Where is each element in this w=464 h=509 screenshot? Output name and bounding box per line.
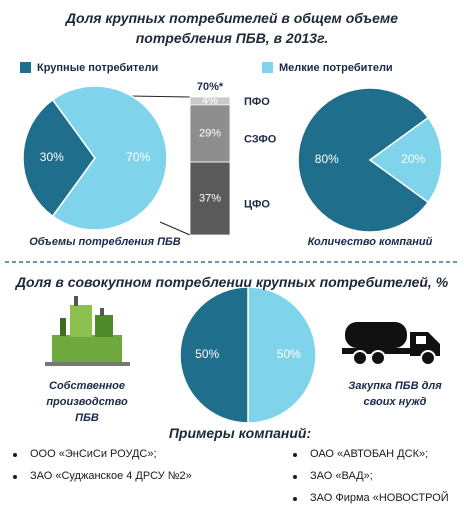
value-label: 20% <box>401 152 425 166</box>
company: ЗАО «ВАД»; <box>310 470 373 482</box>
value-label: 37% <box>199 192 221 204</box>
pie-caption: Количество компаний <box>308 236 433 248</box>
connector <box>160 222 190 235</box>
category-label: СЗФО <box>244 133 277 145</box>
examples-title: Примеры компаний: <box>169 425 311 441</box>
value-label: 80% <box>315 152 339 166</box>
value-label: 29% <box>199 127 221 139</box>
factory-icon <box>45 296 130 366</box>
company: ООО «ЭнСиСи РОУДС»; <box>30 448 157 460</box>
value-label: 50% <box>277 347 301 361</box>
legend-label: Крупные потребители <box>37 62 158 74</box>
category-label: ЦФО <box>244 198 270 210</box>
company: ОАО «АВТОБАН ДСК»; <box>310 448 428 460</box>
legend-swatch <box>262 62 273 73</box>
category-caption: Собственное производство ПБВ <box>35 378 140 426</box>
total-label: 70%* <box>197 81 224 93</box>
pie-caption: Объемы потребления ПБВ <box>29 236 181 248</box>
category-label: ПФО <box>244 96 270 108</box>
value-label: 30% <box>40 150 64 164</box>
infographic: 30%70%4%ПФО29%СЗФО37%ЦФО70%*80%20%50%50%… <box>0 0 464 509</box>
legend-label: Мелкие потребители <box>279 62 393 74</box>
bullet <box>293 497 297 501</box>
bullet <box>293 453 297 457</box>
company: ЗАО Фирма «НОВОСТРОЙ <box>310 492 449 504</box>
truck-icon <box>342 322 440 365</box>
bullet <box>13 475 17 479</box>
value-label: 70% <box>126 150 150 164</box>
category-caption: Закупка ПБВ для своих нужд <box>343 378 448 410</box>
title: Доля крупных потребителей в общем объеме… <box>32 8 432 48</box>
value-label: 50% <box>195 347 219 361</box>
legend-swatch <box>20 62 31 73</box>
section-title: Доля в совокупном потреблении крупных по… <box>16 274 448 290</box>
connector <box>130 96 190 97</box>
bullet <box>13 453 17 457</box>
bullet <box>293 475 297 479</box>
company: ЗАО «Суджанское 4 ДРСУ №2» <box>30 470 192 482</box>
